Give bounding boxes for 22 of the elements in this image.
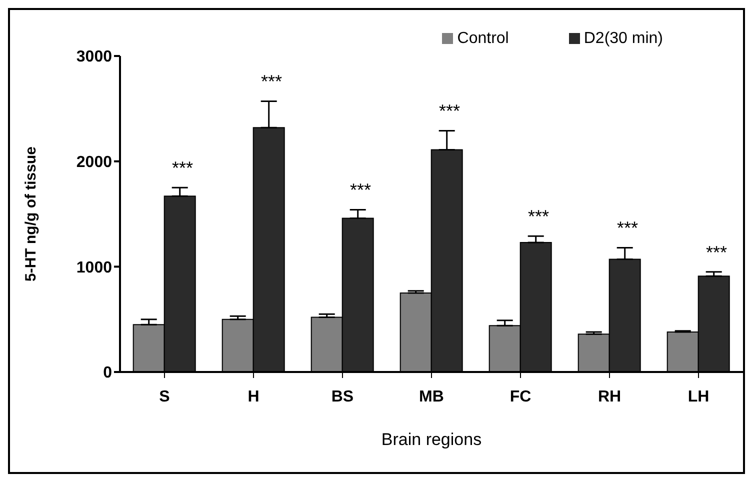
x-tick-label: S [159,388,170,406]
annotation: *** [706,242,728,262]
x-tick-label: RH [598,388,622,406]
y-tick-label: 0 [103,364,112,382]
annotation: *** [528,206,550,227]
legend-label: D2(30 min) [584,30,663,47]
y-tick-label: 2000 [76,154,112,172]
annotation: *** [616,218,638,238]
x-tick-label: H [248,388,260,406]
x-tick-label: MB [419,388,444,406]
y-axis-title: 5-HT ng/g of tissue [22,146,40,282]
annotation: *** [350,180,372,200]
annotation: *** [260,72,282,92]
legend-label: Control [457,30,509,47]
annotation: *** [438,101,460,122]
y-tick-label: 1000 [76,259,112,276]
x-tick-label: BS [331,388,354,406]
y-tick-label: 3000 [76,48,112,66]
x-axis-title: Brain regions [381,430,482,449]
x-tick-label: LH [688,388,710,406]
annotation: *** [172,158,194,178]
x-tick-label: FC [510,388,532,406]
